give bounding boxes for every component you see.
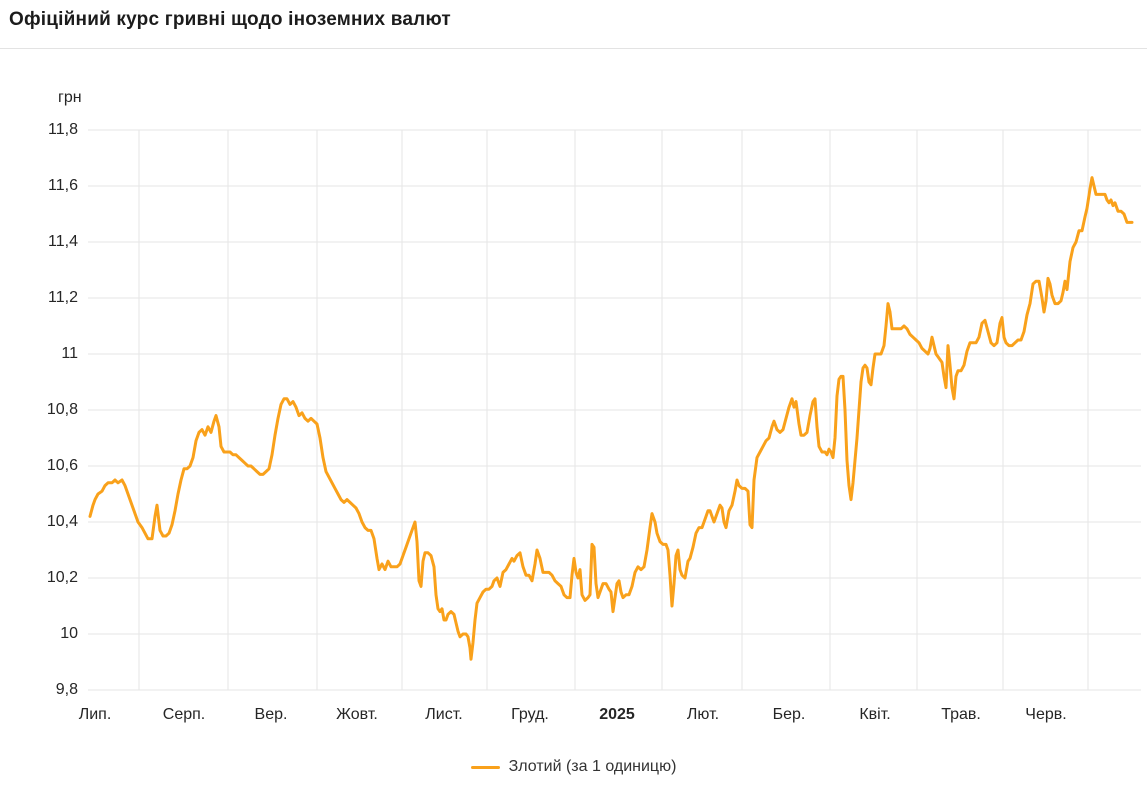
- x-axis-label-: Жовт.: [336, 706, 378, 723]
- x-axis-label-: Лист.: [425, 706, 463, 723]
- y-axis-label: 11,8: [48, 121, 78, 138]
- legend-series-label: Злотий (за 1 одиницю): [508, 758, 677, 775]
- vertical-month-gridlines: [138, 130, 1089, 690]
- y-axis-label: 9,8: [55, 681, 78, 698]
- x-axis-label-: Черв.: [1025, 706, 1067, 723]
- horizontal-gridlines: [88, 129, 1141, 691]
- y-axis-label: 11,2: [48, 289, 78, 306]
- x-axis-label-2025: 2025: [599, 706, 635, 723]
- x-axis-label-: Бер.: [772, 706, 806, 723]
- x-axis-label-: Трав.: [941, 706, 981, 723]
- x-axis-label-: Вер.: [254, 706, 288, 723]
- legend-item-zloty[interactable]: Злотий (за 1 одиницю): [470, 758, 677, 776]
- chart-legend: Злотий (за 1 одиницю): [0, 754, 1147, 780]
- x-axis-label-: Лют.: [686, 706, 720, 723]
- series-line-zloty: [88, 176, 1134, 661]
- y-axis-label: 10,4: [46, 513, 78, 530]
- x-axis-label-: Серп.: [162, 706, 206, 723]
- x-axis-label-: Квіт.: [859, 706, 891, 723]
- y-axis-label: 11,4: [48, 233, 78, 250]
- x-axis-label-: Лип.: [78, 706, 112, 723]
- page-title: Офіційний курс гривні щодо іноземних вал…: [9, 9, 451, 30]
- y-axis-label: 11,6: [48, 177, 78, 194]
- y-axis-label: 10,6: [46, 457, 78, 474]
- title-divider: [0, 48, 1147, 49]
- x-axis-label-: Груд.: [511, 706, 549, 723]
- legend-line-swatch: [470, 765, 500, 769]
- y-axis-label: 10,8: [46, 401, 78, 418]
- y-axis-label: 11: [61, 345, 78, 362]
- y-axis-label: 10: [60, 625, 78, 642]
- y-axis-label: 10,2: [46, 569, 78, 586]
- zloty-rate-line-chart[interactable]: [0, 60, 1147, 792]
- y-axis-unit-label: грн: [58, 89, 82, 106]
